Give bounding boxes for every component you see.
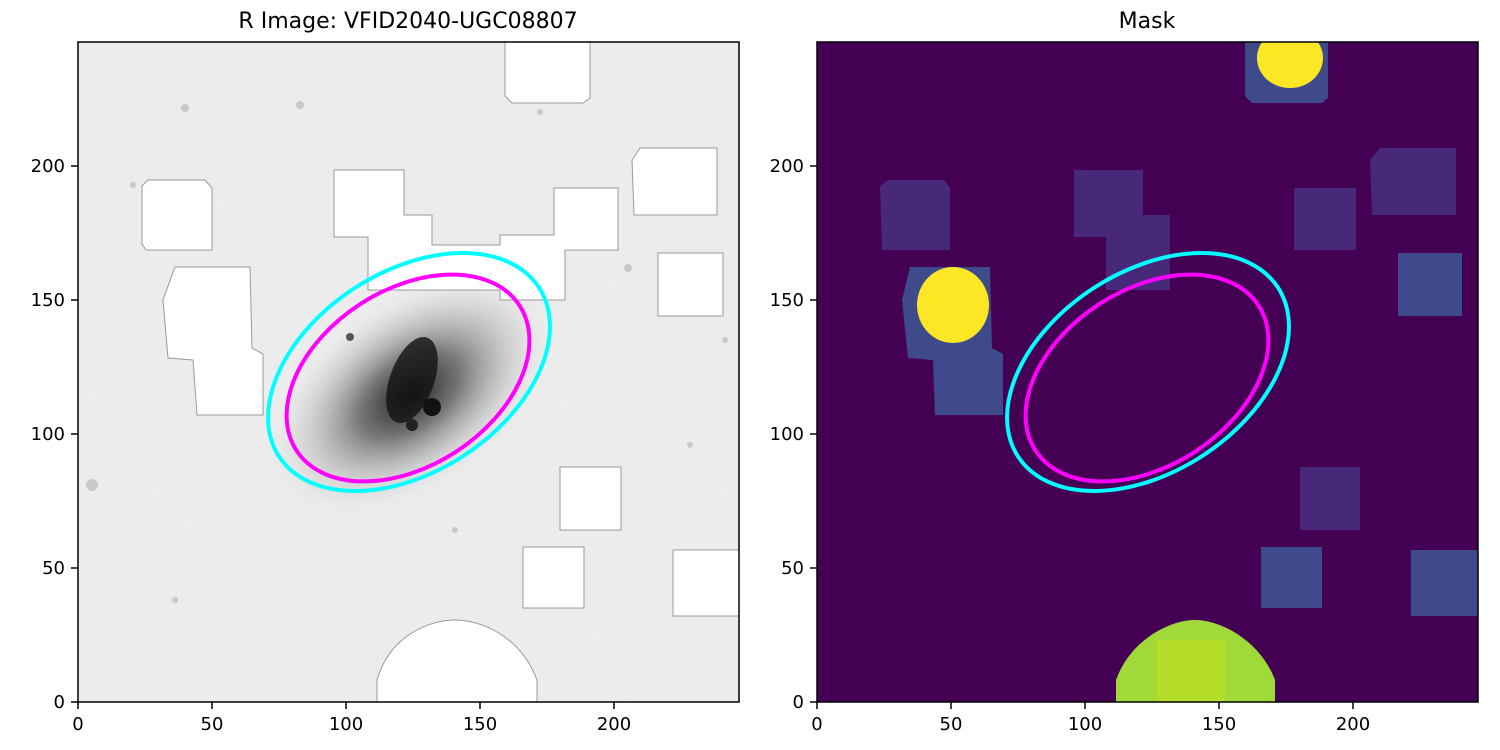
y-tick-label: 100 <box>770 424 804 445</box>
y-tick-label: 50 <box>42 558 65 579</box>
y-tick-label: 150 <box>770 290 804 311</box>
x-tick-label: 200 <box>597 714 631 735</box>
r-image-y-tick-labels: 0 50 100 150 200 <box>31 156 65 713</box>
r-image-content <box>78 42 739 702</box>
mask-ellipses <box>1005 251 1291 493</box>
r-image-outer-ellipse <box>266 251 552 493</box>
x-tick-label: 200 <box>1336 714 1370 735</box>
r-image-inner-ellipse <box>284 272 532 484</box>
x-tick-label: 50 <box>940 714 963 735</box>
r-image-panel: R Image: VFID2040-UGC08807 <box>31 9 740 735</box>
mask-outer-ellipse <box>1005 251 1291 493</box>
mask-large-source-core <box>1157 640 1225 702</box>
r-image-tick-marks <box>71 165 615 709</box>
mask-bright-sources <box>917 42 1323 343</box>
mask-inner-ellipse <box>1023 272 1271 484</box>
r-image-ellipses <box>266 251 552 493</box>
r-image-frame <box>77 41 740 703</box>
mask-title: Mask <box>1119 9 1176 34</box>
background-sources <box>86 101 728 603</box>
x-tick-label: 150 <box>463 714 497 735</box>
x-tick-label: 0 <box>72 714 83 735</box>
mask-content <box>817 42 1478 702</box>
r-image-title: R Image: VFID2040-UGC08807 <box>238 9 577 34</box>
x-tick-label: 150 <box>1202 714 1236 735</box>
r-image-x-tick-labels: 0 50 100 150 200 <box>72 714 631 735</box>
y-tick-label: 200 <box>770 156 804 177</box>
galaxy <box>268 274 552 516</box>
y-tick-label: 50 <box>781 558 804 579</box>
mask-frame <box>816 41 1479 703</box>
mask-panel: Mask <box>770 9 1479 735</box>
mask-x-tick-labels: 0 50 100 150 200 <box>811 714 1370 735</box>
x-tick-label: 50 <box>201 714 224 735</box>
y-tick-label: 200 <box>31 156 65 177</box>
x-tick-label: 100 <box>329 714 363 735</box>
x-tick-label: 100 <box>1068 714 1102 735</box>
masked-regions <box>141 42 739 702</box>
y-tick-label: 0 <box>793 692 804 713</box>
x-tick-label: 0 <box>811 714 822 735</box>
mask-dim-regions <box>880 148 1456 530</box>
y-tick-label: 0 <box>54 692 65 713</box>
y-tick-label: 100 <box>31 424 65 445</box>
mask-background <box>817 42 1478 702</box>
y-tick-label: 150 <box>31 290 65 311</box>
mask-tick-marks <box>810 165 1354 709</box>
mask-y-tick-labels: 0 50 100 150 200 <box>770 156 804 713</box>
